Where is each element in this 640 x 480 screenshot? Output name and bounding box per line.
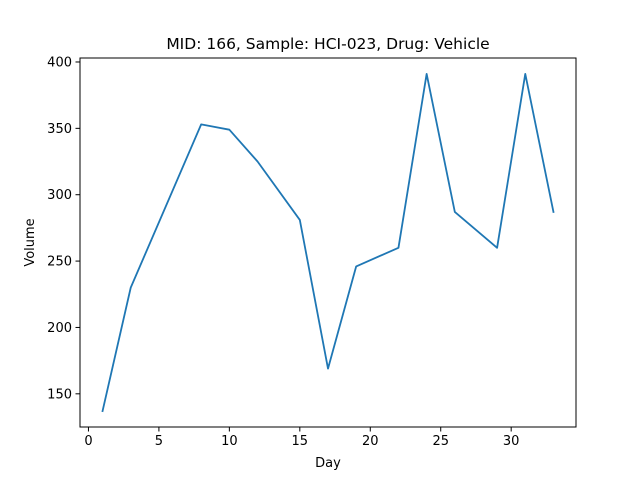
y-tick-label: 200	[47, 321, 72, 336]
x-tick-label: 15	[292, 434, 309, 449]
x-tick-label: 0	[84, 434, 92, 449]
x-tick-label: 5	[155, 434, 163, 449]
x-tick-label: 10	[221, 434, 238, 449]
plot-area	[101, 73, 555, 413]
y-axis: 150 200 250 300 350 400	[47, 55, 80, 402]
chart-title: MID: 166, Sample: HCI-023, Drug: Vehicle	[166, 35, 489, 53]
x-tick-label: 25	[432, 434, 449, 449]
x-axis-label: Day	[315, 456, 341, 471]
y-tick-label: 300	[47, 188, 72, 203]
x-tick-label: 20	[362, 434, 379, 449]
series-line	[101, 73, 555, 413]
y-axis-label: Volume	[23, 218, 38, 266]
y-tick-label: 400	[47, 55, 72, 70]
y-tick-label: 150	[47, 387, 72, 402]
y-tick-label: 250	[47, 255, 72, 270]
plot-frame	[79, 57, 577, 428]
x-tick-label: 30	[503, 434, 520, 449]
y-tick-label: 350	[47, 122, 72, 137]
x-axis: 0 5 10 15 20 25 30	[84, 427, 519, 449]
